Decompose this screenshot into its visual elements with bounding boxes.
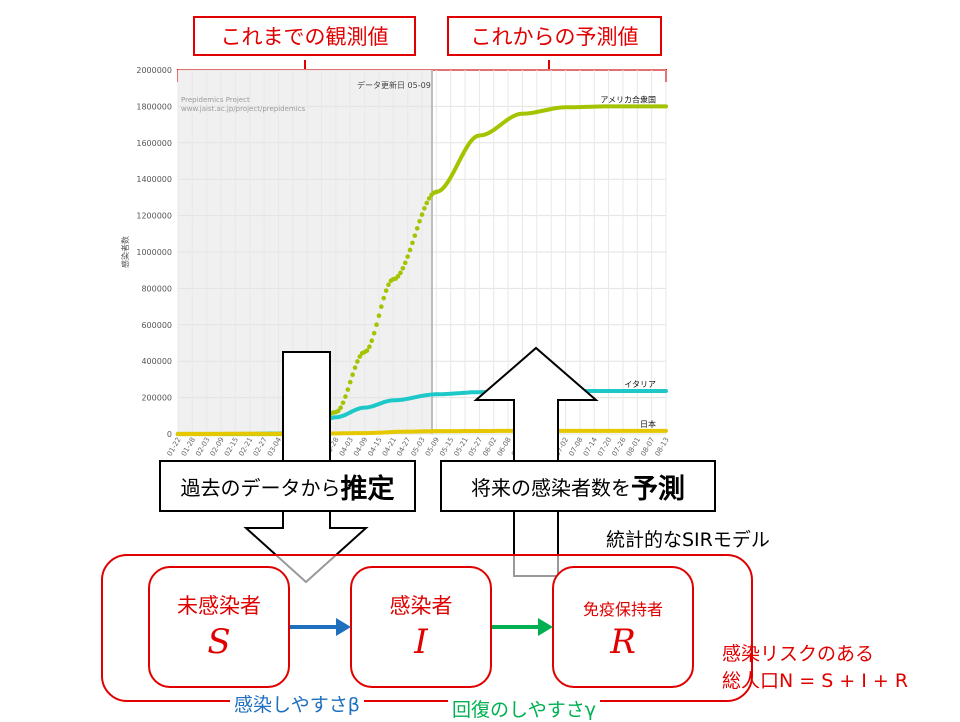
recovery-rate-label: 回復のしやすさγ	[448, 695, 600, 722]
recovery-arrow-head	[538, 618, 553, 636]
infection-rate-label: 感染しやすさβ	[230, 690, 364, 717]
population-label-line1: 感染リスクのある	[722, 639, 874, 666]
population-label-line2: 総人口N = S + I + R	[722, 666, 908, 693]
infection-arrow-head	[336, 618, 351, 636]
